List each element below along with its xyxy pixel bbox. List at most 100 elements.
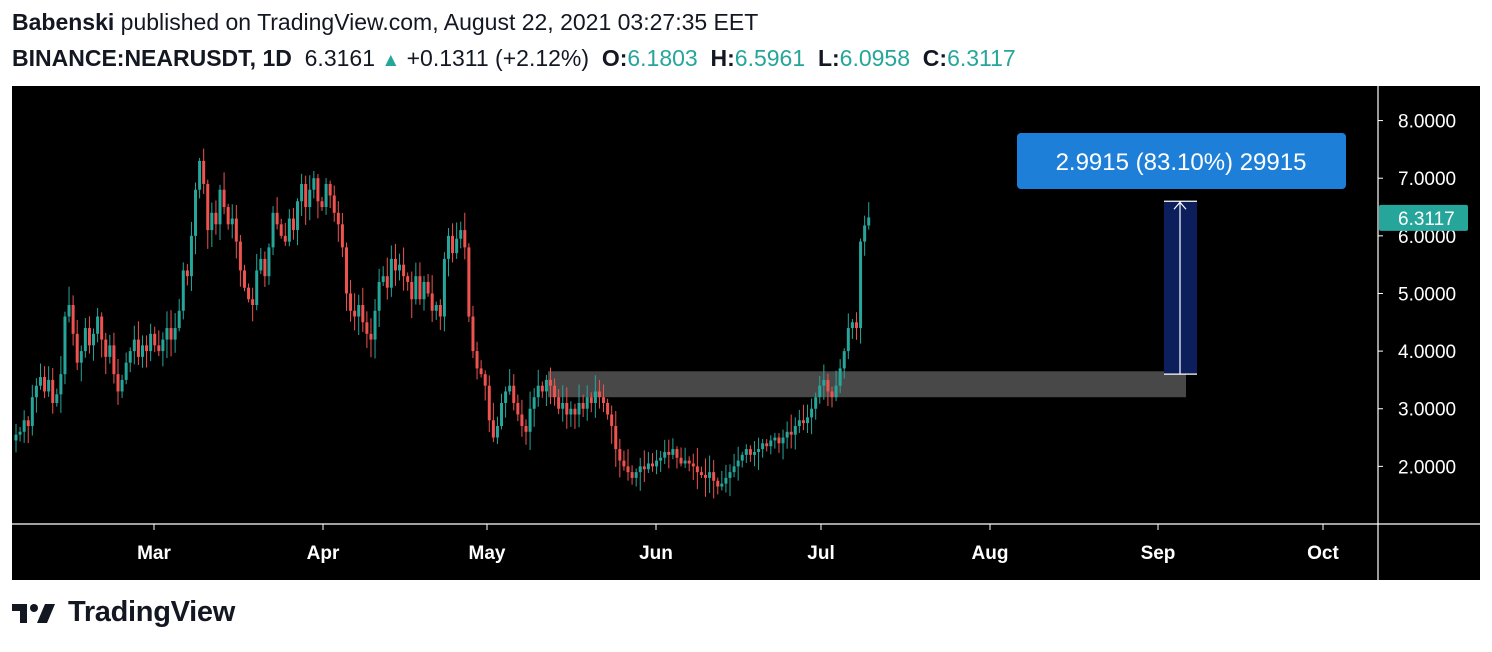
candle-body (606, 402, 610, 415)
candle-body (675, 449, 679, 458)
candle-body (30, 397, 34, 427)
candle-body (536, 385, 540, 398)
candle-body (300, 183, 304, 202)
candle-body (214, 212, 218, 225)
candle-body (226, 207, 230, 225)
candle-body (181, 270, 185, 311)
candle-body (22, 420, 26, 432)
candlestick-chart[interactable]: 2.9915 (83.10%) 29915 8.0000 7.0000 6.0000 5… (12, 86, 1480, 580)
chart-area[interactable]: 2.9915 (83.10%) 29915 8.0000 7.0000 6.0000 5… (12, 86, 1480, 580)
candle-body (724, 477, 728, 484)
low-label: L: (817, 45, 840, 71)
candle-body (626, 466, 630, 473)
candle-body (777, 437, 781, 444)
support-zone (548, 371, 1186, 398)
candle-body (614, 426, 618, 450)
candle-body (646, 463, 650, 470)
candle-body (667, 451, 671, 455)
publish-text: published on TradingView.com, August 22,… (120, 9, 759, 35)
price-tick-label: 6.0000 (1398, 227, 1456, 248)
candle-body (610, 414, 614, 427)
candle-body (116, 374, 120, 392)
candle-body (585, 397, 589, 409)
candle-body (206, 183, 210, 231)
candle-body (34, 385, 38, 398)
candle-body (140, 345, 144, 357)
candle-body (153, 333, 157, 346)
candle-body (96, 316, 100, 334)
candle-body (520, 414, 524, 427)
price-tick-label: 7.0000 (1398, 169, 1456, 190)
candle-body (569, 408, 573, 415)
candle-body (414, 276, 418, 300)
publish-info: Babenski published on TradingView.com, A… (12, 9, 758, 36)
candle-body (238, 241, 242, 271)
arrow-head-icon (1173, 201, 1187, 210)
candle-body (26, 420, 30, 427)
candle-body (349, 293, 353, 311)
candle-body (577, 402, 581, 415)
high-label: H: (710, 45, 735, 71)
candle-body (451, 235, 455, 254)
candle-body (602, 397, 606, 403)
open-label: O: (601, 45, 628, 71)
candle-body (104, 339, 108, 357)
tradingview-logo-icon (12, 603, 55, 623)
price-tick-label: 8.0000 (1398, 112, 1456, 133)
candle-body (145, 345, 149, 352)
candle-body (822, 379, 826, 386)
candle-body (528, 408, 532, 432)
candle-body (793, 426, 797, 435)
measure-label-text: 2.9915 (83.10%) 29915 (1056, 149, 1307, 176)
candle-body (75, 333, 79, 363)
candle-body (748, 449, 752, 455)
candle-body (242, 270, 246, 288)
candle-body (92, 333, 96, 346)
candle-body (59, 374, 63, 395)
candle-body (132, 339, 136, 352)
candle-body (471, 316, 475, 352)
candle-body (422, 281, 426, 300)
candle-body (671, 449, 675, 455)
candle-body (202, 160, 206, 184)
last-price-tag (1379, 204, 1468, 231)
candle-body (544, 379, 548, 392)
candle-body (659, 457, 663, 461)
candle-body (581, 402, 585, 409)
candle-body (275, 212, 279, 225)
symbol-name: BINANCE:NEARUSDT, 1D (12, 45, 292, 71)
candle-body (136, 339, 140, 357)
candle-body (557, 397, 561, 409)
candle-body (124, 362, 128, 380)
candle-body (463, 230, 467, 248)
price-tick-label: 3.0000 (1398, 400, 1456, 421)
candle-body (230, 218, 234, 225)
candle-body (867, 217, 871, 226)
candle-body (834, 385, 838, 398)
brand-name: TradingView (68, 596, 235, 628)
close-label: C: (922, 45, 948, 71)
close-value: 6.3117 (947, 45, 1016, 71)
candle-body (806, 417, 810, 424)
high-value: 6.5961 (734, 45, 806, 71)
candle-body (663, 451, 667, 458)
candle-body (369, 333, 373, 340)
candle-body (516, 402, 520, 415)
candles (14, 148, 871, 499)
candle-body (357, 305, 361, 317)
candle-body (316, 178, 320, 202)
candle-body (789, 431, 793, 435)
candle-body (495, 426, 499, 438)
candle-body (434, 305, 438, 311)
candle-body (687, 460, 691, 464)
candle-body (704, 475, 708, 478)
candle-body (287, 218, 291, 242)
price-tick-label: 2.0000 (1398, 457, 1456, 478)
candle-body (512, 385, 516, 403)
open-value: 6.1803 (627, 45, 698, 71)
candle-body (177, 310, 181, 329)
candle-body (365, 322, 369, 334)
time-tick-label: Jul (807, 543, 834, 564)
candle-body (79, 351, 83, 363)
candle-body (769, 440, 773, 447)
